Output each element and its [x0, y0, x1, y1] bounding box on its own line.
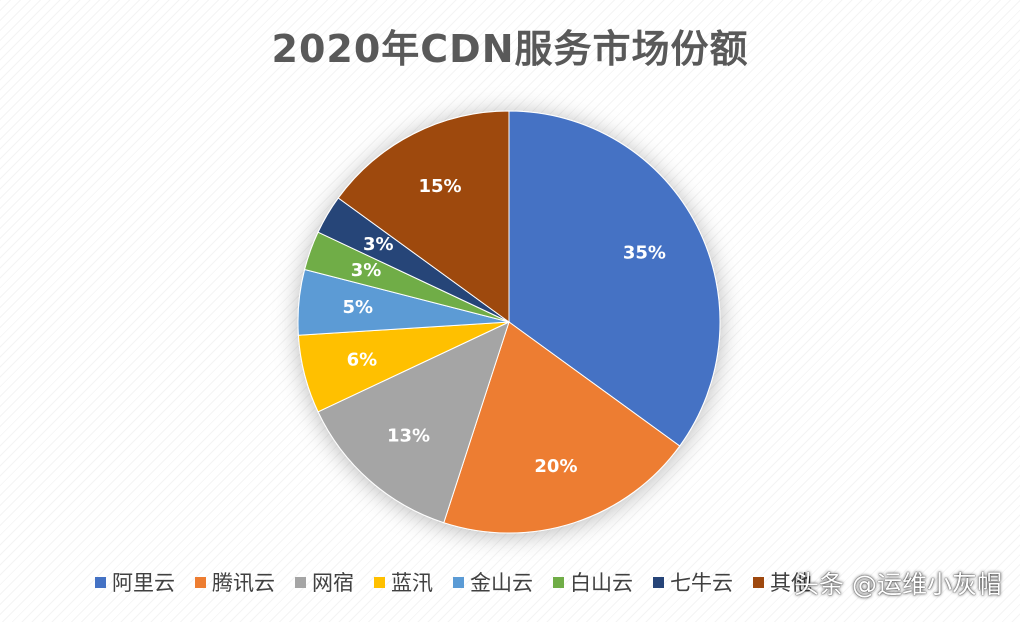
pie-slice-3 [317, 321, 510, 524]
legend-swatch [295, 576, 306, 588]
pie-slice-2 [443, 321, 681, 534]
legend-label: 阿里云 [112, 571, 175, 595]
legend-item-7: 七牛云 [653, 567, 733, 597]
legend-label: 腾讯云 [212, 571, 275, 595]
legend-item-6: 白山云 [553, 567, 633, 597]
slice-label-1: 35% [623, 243, 666, 264]
legend-swatch [553, 576, 564, 588]
chart-title: 2020年CDN服务市场份额 [271, 27, 749, 71]
slice-label-4: 6% [347, 349, 378, 370]
slice-label-8: 15% [418, 176, 461, 197]
watermark: 头条 @运维小灰帽 [794, 570, 1002, 599]
legend-swatch [653, 576, 664, 588]
legend-swatch [753, 576, 764, 588]
legend-swatch [374, 576, 385, 588]
slice-label-7: 3% [363, 234, 394, 255]
legend-label: 蓝汛 [391, 571, 433, 595]
legend-item-1: 阿里云 [95, 567, 175, 597]
legend-label: 白山云 [570, 571, 633, 595]
legend-label: 网宿 [312, 571, 354, 595]
legend-label: 七牛云 [670, 571, 733, 595]
slice-label-2: 20% [534, 456, 577, 477]
pie-slice-1 [508, 110, 721, 447]
legend-label: 金山云 [470, 571, 533, 595]
slice-label-5: 5% [342, 297, 373, 318]
chart-legend: 阿里云 腾讯云 网宿 蓝汛 金山云 白山云 七牛云 其他 [95, 562, 812, 602]
legend-swatch [195, 576, 206, 588]
pie-slice-8 [337, 110, 510, 323]
legend-label: 其他 [770, 571, 812, 595]
legend-item-3: 网宿 [295, 567, 354, 597]
slice-label-3: 13% [387, 425, 430, 446]
legend-item-4: 蓝汛 [374, 567, 433, 597]
legend-item-8: 其他 [753, 567, 812, 597]
legend-swatch [453, 576, 464, 588]
legend-item-5: 金山云 [453, 567, 533, 597]
slice-label-6: 3% [351, 260, 382, 281]
legend-swatch [95, 576, 106, 588]
legend-item-2: 腾讯云 [195, 567, 275, 597]
